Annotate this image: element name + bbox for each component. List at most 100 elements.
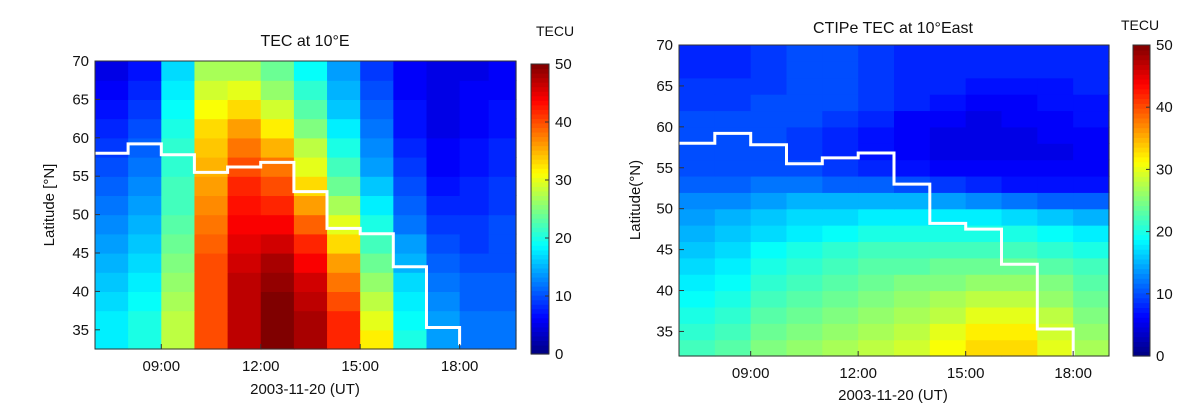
heatmap-cell <box>427 291 461 311</box>
heatmap-cell <box>393 311 427 331</box>
heatmap-cell <box>679 143 715 160</box>
heatmap-cell <box>128 157 162 177</box>
x-tick-label: 15:00 <box>947 365 985 382</box>
colorbar-segment <box>1133 196 1150 201</box>
colorbar-segment <box>1133 45 1150 50</box>
colorbar-segment <box>1133 64 1150 69</box>
colorbar-segment <box>531 322 549 327</box>
heatmap-cell <box>1002 241 1038 258</box>
colorbar-segment <box>531 96 549 101</box>
heatmap-cell <box>327 330 361 350</box>
colorbar-segment <box>1133 317 1150 322</box>
heatmap-cell <box>427 119 461 139</box>
heatmap-cell <box>228 138 262 158</box>
heatmap-cell <box>679 61 715 78</box>
heatmap-cell <box>261 119 295 139</box>
heatmap-cell <box>294 215 328 235</box>
heatmap-cell <box>751 274 787 291</box>
heatmap-cell <box>787 192 823 209</box>
heatmap-cell <box>327 157 361 177</box>
heatmap-cell <box>894 340 930 357</box>
heatmap-cell <box>858 192 894 209</box>
colorbar-segment <box>1133 322 1150 327</box>
colorbar-tick-label: 30 <box>1156 161 1173 178</box>
colorbar-segment <box>1133 201 1150 206</box>
colorbar-segment <box>1133 69 1150 74</box>
heatmap-cell <box>95 119 129 139</box>
heatmap-cell <box>858 94 894 111</box>
colorbar-tick-label: 40 <box>1156 99 1173 116</box>
colorbar-segment <box>531 300 549 305</box>
colorbar-segment <box>1133 298 1150 303</box>
heatmap-cell <box>360 138 394 158</box>
heatmap-cell <box>427 157 461 177</box>
y-tick-label: 50 <box>656 201 673 218</box>
heatmap-cell <box>393 61 427 81</box>
heatmap-cell <box>489 234 517 254</box>
heatmap-cell <box>228 119 262 139</box>
heatmap-cell <box>966 225 1002 242</box>
x-tick-label: 18:00 <box>441 358 479 375</box>
heatmap-cell <box>95 176 129 196</box>
x-tick-label: 18:00 <box>1054 365 1092 382</box>
heatmap-cell <box>966 274 1002 291</box>
y-tick-label: 35 <box>656 323 673 340</box>
heatmap-cell <box>327 61 361 81</box>
heatmap-cell <box>393 119 427 139</box>
heatmap-cell <box>858 274 894 291</box>
colorbar-segment <box>531 309 549 314</box>
panel-right-title: CTIPe TEC at 10°East <box>813 20 974 37</box>
heatmap-cell <box>161 119 195 139</box>
heatmap-cell <box>161 330 195 350</box>
heatmap-cell <box>894 127 930 144</box>
heatmap-cell <box>393 272 427 292</box>
heatmap-cell <box>161 291 195 311</box>
heatmap-left <box>95 61 517 350</box>
colorbar-segment <box>531 227 549 232</box>
heatmap-cell <box>228 272 262 292</box>
heatmap-cell <box>1037 78 1073 95</box>
colorbar-segment <box>1133 162 1150 167</box>
heatmap-cell <box>161 176 195 196</box>
colorbar-segment <box>1133 235 1150 240</box>
heatmap-cell <box>930 291 966 308</box>
heatmap-cell <box>489 272 517 292</box>
heatmap-cell <box>427 272 461 292</box>
heatmap-cell <box>930 192 966 209</box>
heatmap-cell <box>95 311 129 331</box>
heatmap-cell <box>822 45 858 62</box>
colorbar-segment <box>1133 327 1150 332</box>
colorbar-segment <box>1133 118 1150 123</box>
colorbar-segment <box>531 304 549 309</box>
heatmap-cell <box>194 215 228 235</box>
colorbar-segment <box>531 64 549 69</box>
heatmap-cell <box>1037 143 1073 160</box>
heatmap-cell <box>894 61 930 78</box>
heatmap-cell <box>460 157 490 177</box>
heatmap-cell <box>95 61 129 81</box>
colorbar-tick-label: 30 <box>555 172 572 189</box>
colorbar-segment <box>531 232 549 237</box>
heatmap-cell <box>294 272 328 292</box>
heatmap-cell <box>822 291 858 308</box>
heatmap-cell <box>822 307 858 324</box>
colorbar-segment <box>531 318 549 323</box>
heatmap-cell <box>751 340 787 357</box>
heatmap-cell <box>327 195 361 215</box>
heatmap-cell <box>1002 274 1038 291</box>
colorbar-segment <box>531 340 549 345</box>
colorbar-left-title: TECU <box>536 23 574 39</box>
heatmap-cell <box>194 330 228 350</box>
colorbar-segment <box>1133 152 1150 157</box>
heatmap-cell <box>327 176 361 196</box>
heatmap-cell <box>1002 209 1038 226</box>
heatmap-cell <box>858 45 894 62</box>
heatmap-cell <box>822 176 858 193</box>
heatmap-cell <box>787 61 823 78</box>
heatmap-cell <box>128 176 162 196</box>
colorbar-segment <box>531 218 549 223</box>
heatmap-cell <box>894 307 930 324</box>
heatmap-cell <box>427 330 461 350</box>
heatmap-cell <box>822 258 858 275</box>
heatmap-cell <box>294 291 328 311</box>
